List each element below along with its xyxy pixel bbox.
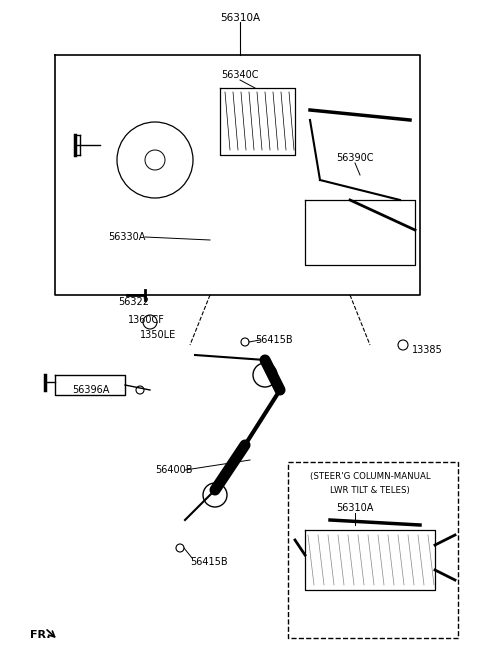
Text: LWR TILT & TELES): LWR TILT & TELES) xyxy=(330,486,410,494)
Text: 56390C: 56390C xyxy=(336,153,374,163)
Text: 1350LE: 1350LE xyxy=(140,330,176,340)
Text: 56310A: 56310A xyxy=(336,503,374,513)
Text: 56396A: 56396A xyxy=(72,385,109,395)
Text: 56322: 56322 xyxy=(118,297,149,307)
Text: 56310A: 56310A xyxy=(220,13,260,23)
Text: 56330A: 56330A xyxy=(108,232,145,242)
Text: 56415B: 56415B xyxy=(255,335,293,345)
Text: FR.: FR. xyxy=(30,630,50,640)
Text: 1360CF: 1360CF xyxy=(128,315,165,325)
Text: 56415B: 56415B xyxy=(190,557,228,567)
Text: 56340C: 56340C xyxy=(221,70,259,80)
Text: 56400B: 56400B xyxy=(155,465,192,475)
Text: (STEER'G COLUMN-MANUAL: (STEER'G COLUMN-MANUAL xyxy=(310,472,430,480)
Text: 13385: 13385 xyxy=(412,345,443,355)
